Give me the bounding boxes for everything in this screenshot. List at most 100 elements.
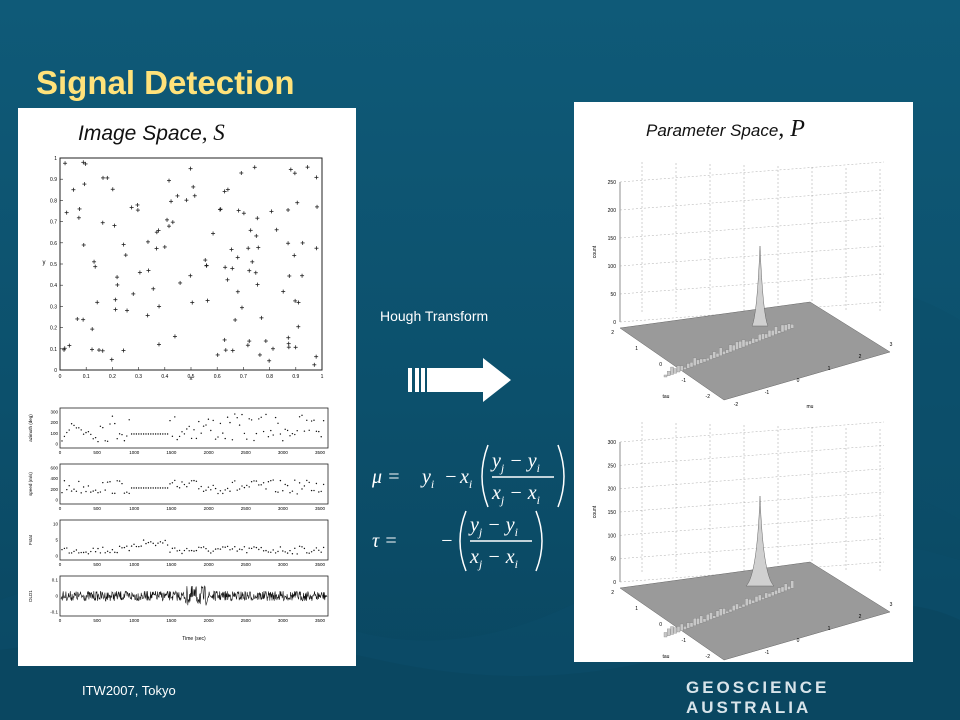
strip-point [231, 548, 234, 550]
scatter-point [156, 342, 161, 347]
strip-point [322, 546, 325, 549]
strip-point [128, 419, 130, 421]
hough-equations: μ = yi − xi yj − yi xj − xi τ = − yj − y… [371, 444, 565, 572]
strip-point [274, 552, 277, 554]
tau-tick-label: 1 [635, 346, 638, 352]
scatter-point [296, 324, 301, 329]
mu-y-i: yi [420, 466, 434, 491]
strip-point [294, 547, 296, 550]
strip-point [241, 485, 243, 487]
strip-point [135, 545, 138, 548]
scatter-point [239, 305, 244, 310]
strip-point [222, 432, 224, 434]
scatter-point [169, 199, 174, 204]
surface-ridge [767, 593, 772, 598]
strip-point [286, 429, 289, 432]
strip-point [147, 433, 150, 435]
strip-point [94, 550, 97, 553]
strip-point [301, 414, 303, 416]
strip-point [140, 487, 142, 489]
scatter-ytick-label: 0 [54, 368, 57, 374]
scatter-point [100, 348, 105, 353]
mu-lhs: μ = [371, 466, 401, 488]
strip-point [234, 546, 236, 548]
strip-point [176, 438, 178, 441]
strip-point [253, 546, 255, 548]
strip-point [195, 480, 198, 483]
strip-point [186, 547, 188, 550]
z-tick-label: 0 [613, 580, 616, 586]
scatter-point [274, 227, 279, 232]
grid-line [619, 468, 885, 489]
strip-point [97, 492, 99, 494]
strip-point [85, 490, 87, 493]
strip-point [284, 483, 286, 486]
strip-point [200, 485, 202, 488]
strip-point [164, 487, 166, 489]
scatter-point [300, 240, 305, 245]
strip-point [66, 547, 68, 549]
strip-xtick-label: 3500 [315, 450, 326, 455]
strip-point [243, 486, 246, 489]
strip-ytick-label: 10 [53, 522, 59, 527]
strip-point [176, 485, 178, 488]
surface-ridge [751, 338, 755, 344]
strip-point [138, 545, 140, 548]
strip-point [174, 547, 176, 549]
strip-point [87, 485, 90, 487]
surface-ridge [670, 366, 674, 375]
strip-point [73, 550, 75, 553]
strip-point [303, 485, 306, 487]
strip-point [210, 429, 212, 432]
strip-point [68, 429, 70, 431]
surface-ridge [790, 324, 794, 329]
z-tick-label: 50 [610, 292, 616, 298]
surface-ridge [673, 368, 677, 374]
strip-ytick-label: 0 [55, 442, 58, 447]
surface-ridge [771, 330, 775, 336]
strip-xtick-label: 3000 [278, 506, 289, 511]
strip-point [118, 433, 121, 435]
strip-point [92, 490, 94, 492]
scatter-point [292, 253, 297, 258]
mu-x-i: xi [459, 466, 472, 491]
mu-denominator: xj − xi [491, 482, 540, 507]
strip-point [284, 428, 286, 431]
strip-point [322, 420, 325, 422]
scatter-point [145, 313, 150, 318]
strip-point [241, 548, 243, 551]
strip-point [202, 546, 205, 548]
mu-numerator: yj − yi [490, 450, 540, 475]
strip-xtick-label: 1500 [166, 506, 177, 511]
strip-point [85, 551, 87, 553]
strip-point [238, 424, 241, 426]
z-tick-label: 100 [608, 533, 617, 539]
mu-tick-label: 2 [859, 614, 862, 620]
z-axis-label: count [592, 245, 598, 258]
strip-ytick-label: 5 [55, 538, 58, 543]
strip-point [82, 433, 85, 435]
strip-xtick-label: 1000 [129, 450, 140, 455]
scatter-point [235, 255, 240, 260]
strip-point [200, 432, 202, 434]
strip-point [190, 437, 193, 440]
strip-point [282, 490, 284, 492]
surface-floor [619, 561, 891, 661]
surface-ridge [771, 591, 775, 596]
strip-point [92, 547, 94, 549]
scatter-ytick-label: 0.6 [50, 241, 57, 247]
strip-point [106, 440, 109, 443]
tau-tick-label: -2 [706, 654, 711, 660]
strip-frame [59, 463, 329, 505]
strip-point [66, 431, 68, 434]
surface-ridge [686, 363, 690, 369]
strip-point [109, 551, 111, 554]
strip-point [270, 480, 272, 482]
strip-point [157, 542, 159, 544]
scatter-xtick-label: 0 [59, 374, 62, 380]
strip-point [178, 549, 181, 552]
strip-point [121, 433, 123, 436]
strip-point [97, 547, 99, 550]
strip-point [296, 430, 298, 432]
